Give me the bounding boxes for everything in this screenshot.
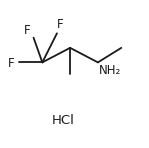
Text: HCl: HCl: [51, 114, 74, 127]
Text: F: F: [8, 57, 15, 70]
Text: NH₂: NH₂: [99, 64, 122, 77]
Text: F: F: [57, 18, 63, 31]
Text: F: F: [24, 24, 30, 37]
